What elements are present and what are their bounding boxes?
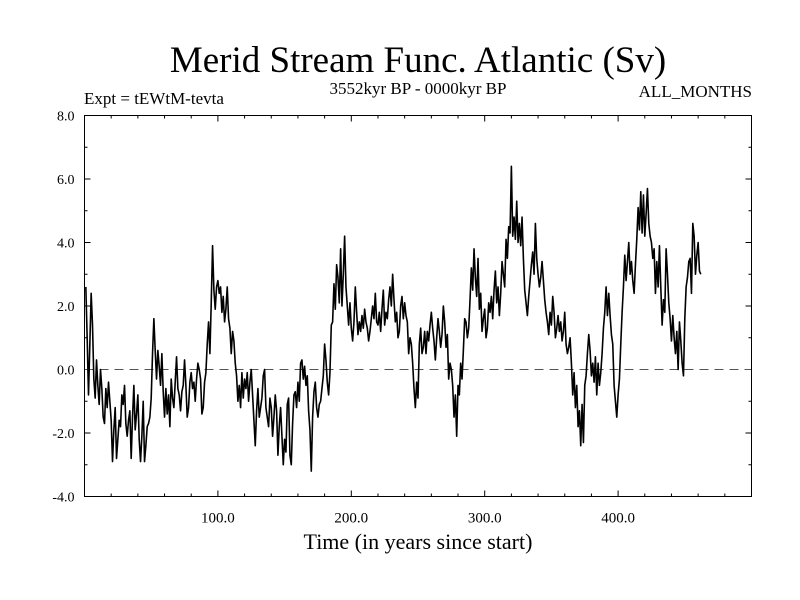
series-line-0 (85, 165, 702, 472)
chart-title: Merid Stream Func. Atlantic (Sv) (170, 40, 666, 81)
x-tick-label: 400.0 (601, 511, 635, 527)
x-axis-label: Time (in years since start) (304, 529, 533, 554)
plot-frame (84, 115, 752, 497)
y-tick-label: 2.0 (57, 300, 75, 315)
x-tick-label: 200.0 (334, 511, 368, 527)
axes: -4.0 -2.0 0.0 2.0 4.0 6.0 8.0 100.0 200.0 300.0 40… (52, 110, 752, 527)
y-tick-label: 6.0 (57, 173, 75, 188)
chart-subtitle-left: Expt = tEWtM-tevta (84, 89, 224, 108)
x-tick-label: 300.0 (468, 511, 502, 527)
x-tick-label: 100.0 (201, 511, 235, 527)
y-tick-label: 8.0 (57, 110, 75, 125)
y-tick-label: 4.0 (57, 237, 75, 252)
y-tick-label: -2.0 (52, 427, 74, 442)
series-group (85, 165, 702, 472)
chart-subtitle-center: 3552kyr BP - 0000kyr BP (330, 79, 507, 98)
y-tick-label: 0.0 (57, 364, 75, 379)
chart-subtitle-right: ALL_MONTHS (639, 82, 752, 101)
y-tick-label: -4.0 (52, 491, 74, 506)
